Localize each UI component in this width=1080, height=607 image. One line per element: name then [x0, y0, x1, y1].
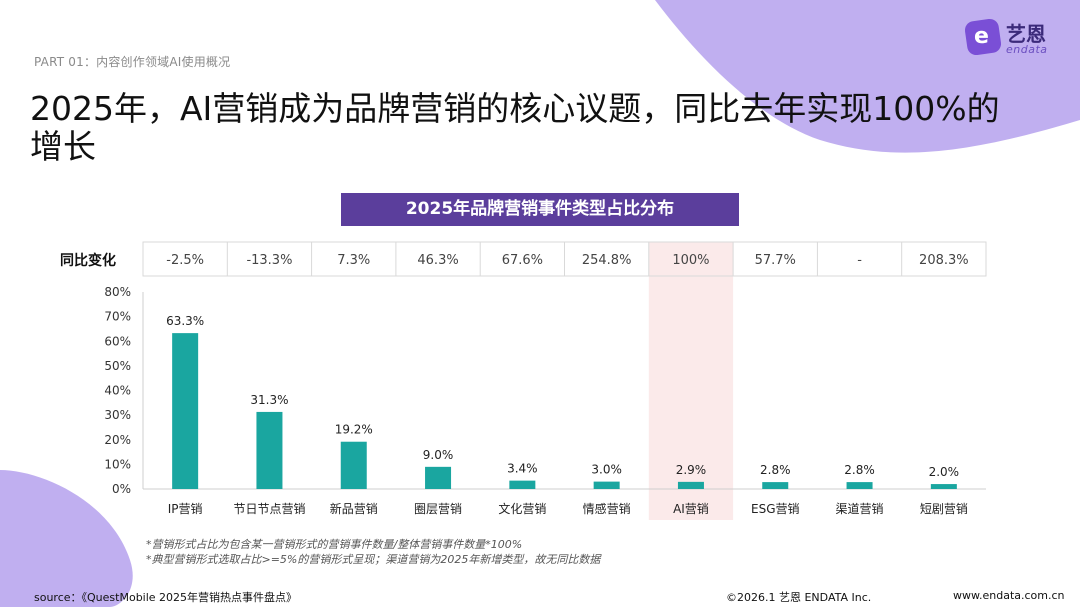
x-tick-label: ESG营销 — [751, 502, 800, 516]
y-tick-label: 0% — [112, 482, 131, 496]
y-tick-label: 30% — [104, 408, 131, 422]
bar-value-label: 3.4% — [507, 462, 538, 476]
y-tick-label: 50% — [104, 359, 131, 373]
bar — [762, 482, 789, 489]
source-text: source：《QuestMobile 2025年营销热点事件盘点》 — [34, 591, 298, 604]
copyright-text: ©2026.1 艺恩 ENDATA Inc. — [726, 591, 872, 604]
y-tick-label: 60% — [104, 334, 131, 348]
y-tick-label: 70% — [104, 310, 131, 324]
bar — [256, 411, 283, 489]
yoy-value: -13.3% — [246, 253, 292, 268]
x-tick-label: 文化营销 — [498, 501, 546, 516]
bar-value-label: 2.8% — [760, 463, 791, 477]
yoy-value: 254.8% — [582, 253, 632, 268]
highlight-column — [648, 242, 734, 520]
bar-value-label: 31.3% — [250, 393, 288, 407]
yoy-row-label: 同比变化 — [60, 253, 116, 269]
yoy-value: 100% — [672, 253, 709, 268]
bar-value-label: 2.0% — [929, 465, 960, 479]
bar-value-label: 63.3% — [166, 314, 204, 328]
bar — [509, 480, 536, 489]
bar — [930, 484, 957, 489]
endata-logo: e 艺恩 endata — [963, 17, 1066, 58]
yoy-value: 57.7% — [755, 253, 796, 268]
yoy-value: -2.5% — [166, 253, 204, 268]
yoy-value: 46.3% — [417, 253, 458, 268]
x-tick-label: 情感营销 — [583, 501, 631, 516]
bar — [425, 466, 452, 489]
y-tick-label: 10% — [104, 457, 131, 471]
bar-value-label: 3.0% — [591, 463, 622, 477]
y-tick-label: 20% — [104, 433, 131, 447]
yoy-value: 67.6% — [502, 253, 543, 268]
bar-value-label: 2.9% — [676, 463, 707, 477]
footnote-1: *营销形式占比为包含某一营销形式的营销事件数量/整体营销事件数量*100% — [146, 538, 523, 551]
y-tick-label: 40% — [104, 384, 131, 398]
bar-value-label: 9.0% — [423, 448, 454, 462]
bar — [172, 333, 199, 489]
bar-value-label: 2.8% — [844, 463, 875, 477]
page-title: 2025年，AI营销成为品牌营销的核心议题，同比去年实现100%的增长 — [30, 89, 1000, 166]
bar — [593, 481, 620, 489]
bar — [340, 441, 367, 489]
x-tick-label: 短剧营销 — [920, 502, 968, 516]
x-tick-label: 圈层营销 — [414, 502, 462, 516]
chart-title: 2025年品牌营销事件类型占比分布 — [341, 193, 739, 226]
logo-text-en: endata — [1006, 43, 1048, 56]
x-tick-label: AI营销 — [673, 502, 709, 516]
website-link[interactable]: www.endata.com.cn — [953, 589, 1065, 602]
bar — [846, 482, 873, 489]
footnote-2: *典型营销形式选取占比>=5%的营销形式呈现；渠道营销为2025年新增类型，故无… — [146, 553, 601, 566]
bar-value-label: 19.2% — [335, 423, 373, 437]
bar — [677, 481, 704, 489]
yoy-value: 208.3% — [919, 253, 969, 268]
x-tick-label: 新品营销 — [330, 501, 378, 516]
section-label: PART 01：内容创作领域AI使用概况 — [34, 55, 231, 69]
yoy-value: - — [857, 253, 862, 268]
x-tick-label: 节日节点营销 — [233, 502, 305, 516]
logo-text-cn: 艺恩 — [1006, 22, 1046, 46]
x-tick-label: IP营销 — [168, 502, 203, 516]
yoy-value: 7.3% — [337, 253, 370, 268]
x-tick-label: 渠道营销 — [836, 502, 884, 516]
y-tick-label: 80% — [104, 285, 131, 299]
